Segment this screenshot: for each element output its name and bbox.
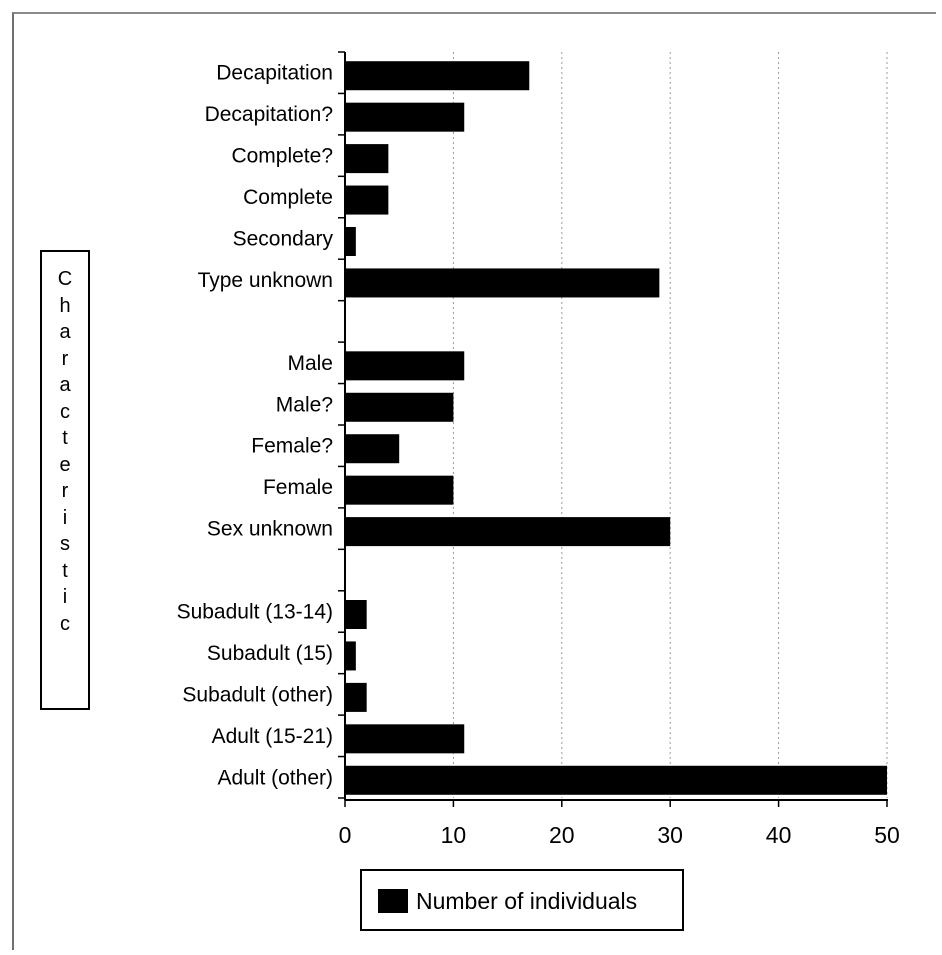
x-tick-label: 30 [657,822,683,848]
legend-label: Number of individuals [416,888,638,914]
bar [345,724,465,754]
bar [345,641,356,671]
x-tick-label: 50 [874,822,900,848]
bar [345,392,454,422]
bar [345,102,465,132]
bar [345,517,671,547]
bar [345,351,465,381]
category-label: Complete? [231,145,333,168]
y-axis-label-char: t [62,427,68,449]
chart-frame [12,12,936,950]
y-axis-label-char: i [62,506,68,529]
y-axis-label-char: a [59,321,71,343]
y-axis-label-char: C [57,268,73,290]
category-label: Subadult (15) [207,642,333,665]
category-label: Female [263,476,333,499]
category-label: Decapitation [216,62,333,85]
bar [345,475,454,505]
bar [345,61,530,91]
y-axis-label-char: i [62,586,68,608]
category-label: Secondary [233,228,334,251]
y-axis-label-char: c [60,400,70,423]
category-label: Adult (15-21) [212,725,333,748]
category-label: Subadult (other) [182,683,333,706]
bar [345,765,887,795]
category-label: Male? [276,393,333,416]
bar [345,185,389,215]
y-axis-label-char: h [59,294,71,317]
x-tick-label: 40 [766,822,792,848]
bar [345,268,660,298]
legend: Number of individuals [360,869,684,931]
bar [345,682,367,712]
x-tick-label: 20 [549,822,575,848]
y-axis-label-char: e [59,453,71,476]
bar [345,226,356,257]
y-axis-label-char: r [61,480,69,502]
bar [345,599,367,630]
category-label: Sex unknown [207,518,333,541]
y-axis-label-char: s [60,533,70,555]
x-tick-label: 0 [339,822,352,848]
category-label: Subadult (13-14) [177,601,333,624]
x-tick-label: 10 [441,822,467,848]
category-label: Type unknown [198,269,333,292]
legend-swatch [378,889,408,913]
y-axis-label-char: t [62,559,68,582]
category-label: Complete [243,186,333,209]
y-axis-label-char: r [61,347,69,370]
category-label: Female? [251,435,333,458]
y-axis-label-char: c [60,612,70,635]
category-label: Decapitation? [205,103,333,126]
y-axis-label-char: a [59,374,71,396]
category-label: Male [287,352,333,375]
category-label: Adult (other) [217,766,333,789]
bar [345,144,389,174]
bar [345,434,400,464]
